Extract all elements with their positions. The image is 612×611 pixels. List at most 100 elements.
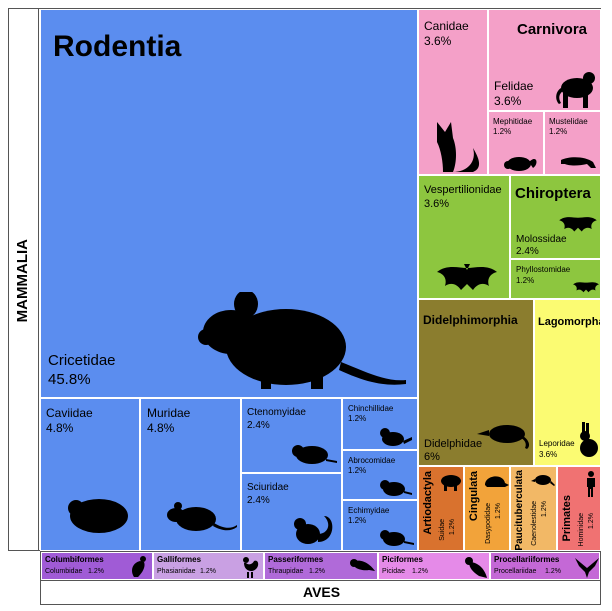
treemap-cell-felidae: Carnivora Felidae 3.6% [488, 9, 601, 111]
boar-icon [439, 473, 463, 491]
family-pct-phyllostomidae: 1.2% [516, 276, 535, 285]
family-name-abrocomidae: Abrocomidae [348, 456, 396, 465]
treemap-cell-chinchillidae: Chinchillidae 1.2% [342, 398, 418, 450]
family-name-ctenomyidae: Ctenomyidae [247, 407, 306, 418]
family-name-mephitidae: Mephitidae [493, 117, 533, 126]
puma-icon [553, 70, 597, 108]
order-label-paucituberculata: Paucituberculata [514, 470, 525, 551]
order-label-primates: Primates [561, 495, 573, 542]
family-pct-sciuridae: 2.4% [247, 495, 270, 506]
order-label-procellariiformes: Procellariiformes [494, 555, 560, 564]
family-pct-thraupidae: 1.2% [309, 568, 325, 575]
family-pct-molossidae: 2.4% [516, 246, 539, 257]
family-pct-caenolestidae: 1.2% [541, 501, 548, 517]
family-pct-hominidae: 1.2% [588, 513, 595, 529]
chinchilla-icon [379, 427, 413, 447]
treemap-cell-canidae: Canidae 3.6% [418, 9, 488, 175]
tanager-icon [349, 557, 375, 575]
family-pct-abrocomidae: 1.2% [348, 466, 367, 475]
guinea-pig-icon [67, 494, 129, 534]
treemap-cell-phasianidae: Galliformes Phasianidae 1.2% [153, 552, 264, 580]
order-label-cingulata: Cingulata [468, 471, 480, 522]
treemap-cell-caviidae: Caviidae 4.8% [40, 398, 140, 551]
family-pct-procellariidae: 1.2% [545, 568, 561, 575]
family-pct-felidae: 3.6% [494, 94, 522, 108]
family-name-vespertilionidae: Vespertilionidae [424, 184, 502, 196]
treemap-cell-hominidae: Primates Hominidae 1.2% [557, 466, 601, 551]
treemap-cell-caenolestidae: Paucituberculata Caenolestidae 1.2% [510, 466, 557, 551]
family-pct-chinchillidae: 1.2% [348, 414, 367, 423]
family-name-thraupidae: Thraupidae [268, 568, 304, 575]
chinchilla-rat-icon [379, 477, 413, 497]
family-name-caviidae: Caviidae [46, 406, 93, 420]
family-pct-muridae: 4.8% [147, 421, 175, 435]
treemap-cell-picidae: Piciformes Picidae 1.2% [378, 552, 490, 580]
treemap-cell-dasypodidae: Cingulata Dasypodidae 1.2% [464, 466, 510, 551]
family-name-procellariidae: Procellariidae [494, 568, 537, 575]
family-pct-suidae: 1.2% [449, 519, 456, 535]
bat-icon [437, 262, 497, 294]
order-label-rodentia: Rodentia [53, 30, 182, 63]
mammalia-label-strip: MAMMALIA [9, 9, 39, 550]
treemap-cell-vespertilionidae: Vespertilionidae 3.6% [418, 175, 510, 299]
order-label-columbiformes: Columbiformes [45, 555, 104, 564]
aves-label-strip: AVES [41, 580, 600, 604]
family-name-columbidae: Columbidae [45, 568, 83, 575]
petrel-icon [575, 556, 599, 578]
family-name-phasianidae: Phasianidae [157, 568, 196, 575]
family-pct-columbidae: 1.2% [88, 568, 104, 575]
family-name-echimyidae: Echimyidae [348, 506, 390, 515]
fox-icon [433, 118, 483, 173]
treemap-cell-cricetidae: Rodentia Cricetidae 45.8% [40, 9, 418, 398]
family-name-cricetidae: Cricetidae [48, 352, 116, 369]
treemap-cell-suidae: Artiodactyla Suidae 1.2% [418, 466, 464, 551]
family-pct-canidae: 3.6% [424, 34, 452, 48]
order-label-artiodactyla: Artiodactyla [422, 471, 434, 535]
family-pct-phasianidae: 1.2% [200, 568, 216, 575]
family-pct-dasypodidae: 1.2% [495, 503, 502, 519]
family-name-didelphidae: Didelphidae [424, 438, 483, 450]
ferret-icon [559, 152, 597, 172]
bat-icon [573, 278, 599, 296]
treemap-cell-leporidae: Lagomorpha Leporidae 3.6% [534, 299, 601, 466]
family-pct-mephitidae: 1.2% [493, 127, 512, 136]
family-pct-leporidae: 3.6% [539, 450, 558, 459]
family-name-hominidae: Hominidae [578, 513, 585, 547]
shrew-opossum-icon [531, 473, 555, 487]
dove-icon [128, 555, 150, 578]
treemap-cell-phyllostomidae: Phyllostomidae 1.2% [510, 259, 601, 299]
family-name-chinchillidae: Chinchillidae [348, 404, 394, 413]
treemap-cell-muridae: Muridae 4.8% [140, 398, 241, 551]
order-label-galliformes: Galliformes [157, 555, 202, 564]
treemap-cell-echimyidae: Echimyidae 1.2% [342, 500, 418, 551]
human-icon [584, 471, 598, 497]
squirrel-icon [290, 512, 338, 548]
order-label-piciformes: Piciformes [382, 555, 423, 564]
treemap-cell-didelphidae: Didelphimorphia Didelphidae 6% [418, 299, 534, 466]
opossum-icon [477, 422, 533, 450]
rat-icon [166, 499, 238, 535]
treemap-cell-sciuridae: Sciuridae 2.4% [241, 473, 342, 551]
mammalia-label: MAMMALIA [14, 239, 31, 323]
rabbit-icon [577, 422, 599, 458]
order-label-lagomorpha: Lagomorpha [538, 316, 601, 328]
family-name-mustelidae: Mustelidae [549, 117, 588, 126]
aves-label: AVES [303, 584, 341, 600]
family-name-suidae: Suidae [439, 519, 446, 541]
family-pct-didelphidae: 6% [424, 451, 440, 463]
family-name-muridae: Muridae [147, 406, 191, 420]
bat-icon [557, 214, 599, 234]
family-pct-picidae: 1.2% [412, 568, 428, 575]
skunk-icon [503, 152, 539, 172]
treemap-cell-mustelidae: Mustelidae 1.2% [544, 111, 601, 175]
family-pct-caviidae: 4.8% [46, 421, 74, 435]
armadillo-icon [483, 473, 509, 489]
family-name-molossidae: Molossidae [516, 234, 567, 245]
order-label-chiroptera: Chiroptera [515, 185, 591, 202]
tuco-tuco-icon [290, 441, 338, 467]
family-pct-vespertilionidae: 3.6% [424, 198, 450, 210]
order-label-passeriformes: Passeriformes [268, 555, 324, 564]
family-pct-echimyidae: 1.2% [348, 516, 367, 525]
treemap-cell-mephitidae: Mephitidae 1.2% [488, 111, 544, 175]
family-name-phyllostomidae: Phyllostomidae [516, 265, 571, 274]
